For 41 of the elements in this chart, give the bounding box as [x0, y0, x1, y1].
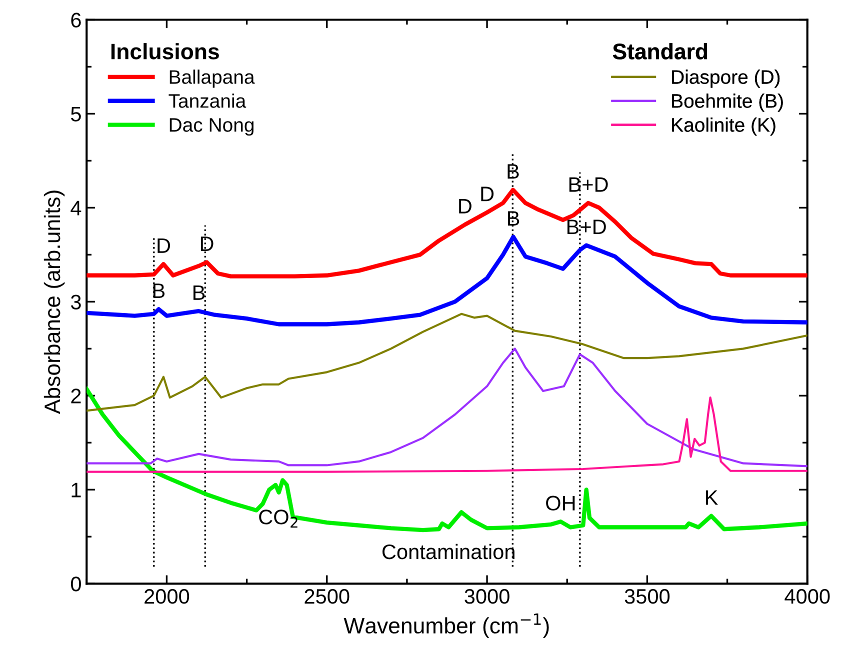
- y-tick-label: 3: [70, 294, 81, 310]
- line-series: [86, 348, 808, 468]
- annotation: B: [194, 285, 205, 300]
- annotation: D: [200, 236, 214, 251]
- annotation: B: [508, 211, 520, 226]
- line-series: [86, 387, 808, 532]
- annotation: B: [508, 164, 519, 179]
- y-tick-label: 2: [71, 388, 81, 404]
- line-series: [86, 312, 808, 412]
- x-tick-label: 3000: [464, 589, 510, 604]
- y-tick-label: 5: [71, 106, 81, 122]
- y-tick-label: 4: [70, 200, 82, 216]
- annotation: B+D: [569, 177, 608, 192]
- annotation: D: [158, 238, 170, 253]
- x-tick-label: 4000: [784, 589, 830, 604]
- text: Standard: [612, 43, 708, 60]
- annotation: B+D: [567, 220, 606, 234]
- x-tick-label: 3500: [624, 589, 670, 604]
- legend-label: Boehmite (B): [672, 94, 783, 112]
- annotation: CO$_{2}$: [259, 510, 298, 528]
- line-series: [86, 234, 808, 326]
- x-axis-title: Wavenumber (cm$^{−1}$): [344, 613, 549, 638]
- line-series: [86, 396, 808, 473]
- y-tick-label: 6: [71, 12, 81, 28]
- legend-label: Diaspore (D): [672, 70, 780, 88]
- y-axis-title: Absorbance (arb.units): [44, 190, 65, 414]
- y-tick-label: 1: [72, 482, 81, 498]
- legend-label: Tanzania: [168, 94, 246, 108]
- legend-label: Kaolinite (K): [672, 118, 776, 136]
- x-tick-label: 2000: [144, 589, 190, 604]
- annotation: K: [706, 490, 718, 505]
- annotation: OH: [546, 496, 575, 511]
- annotation: B: [153, 284, 165, 298]
- text: Inclusions: [111, 43, 219, 60]
- x-tick-label: 2500: [304, 589, 350, 604]
- y-tick-label: 0: [70, 576, 81, 592]
- legend-label: Ballapana: [170, 70, 255, 88]
- annotation: Contamination: [382, 544, 514, 560]
- legend-label: Dac Nong: [170, 118, 254, 136]
- annotation: D: [459, 199, 472, 214]
- annotation: D: [481, 186, 494, 202]
